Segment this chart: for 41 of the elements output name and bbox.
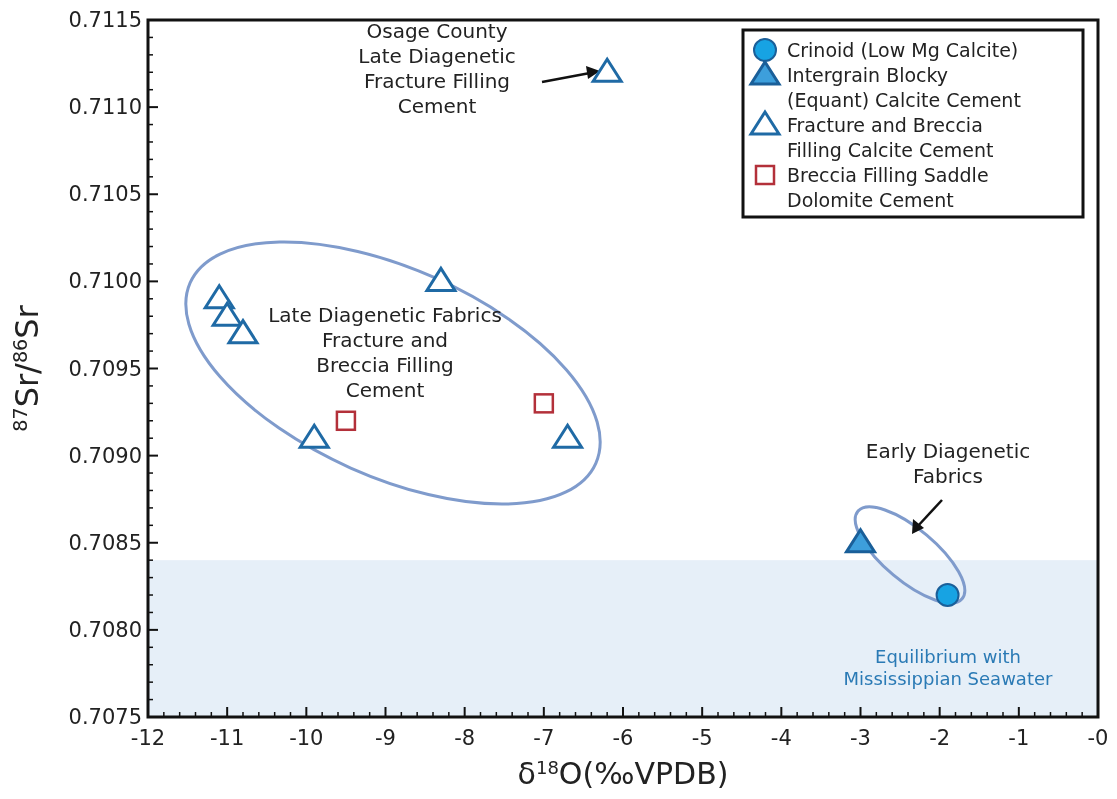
x-axis-title: δ$^{18}$O(‰VPDB) [517,756,729,791]
y-tick-label: 0.7100 [68,269,142,294]
annotation: Early Diagenetic Fabrics [865,439,1031,488]
x-tick-label: -1 [1008,726,1030,750]
y-tick-label: 0.7095 [68,356,142,381]
point [845,528,876,554]
band-label: Equilibrium with Mississippian Seawater [843,645,1054,689]
point [533,393,555,414]
y-tick-label: 0.7090 [68,443,142,468]
legend-label: Crinoid (Low Mg Calcite) [787,39,1019,61]
x-tick-label: -4 [770,726,792,750]
x-tick-label: -0 [1087,726,1109,750]
legend-label: Fracture and Breccia Filling Calcite Cement [787,114,994,161]
point [211,301,243,327]
point [591,57,623,83]
point [298,423,330,449]
point [335,410,357,432]
y-tick-label: 0.7080 [68,617,142,642]
x-tick-label: -9 [375,726,396,750]
x-tick-label: -5 [691,726,713,750]
x-tick-label: -6 [612,726,634,750]
annotation: Osage County Late Diagenetic Fracture Filling Cement [358,19,516,118]
x-tick-label: -3 [850,726,871,750]
x-tick-label: -2 [929,726,951,750]
x-tick-label: -12 [130,726,166,750]
point [425,266,457,292]
x-tick-label: -8 [454,726,476,750]
y-tick-label: 0.7110 [68,95,142,120]
annotation: Late Diagenetic Fabrics Fracture and Breccia Filling Cement [268,303,502,402]
point [227,319,259,345]
y-tick-label: 0.7075 [68,705,142,729]
point [552,423,584,449]
y-tick-label: 0.7105 [68,182,142,207]
x-tick-label: -7 [533,726,555,750]
point [935,583,960,608]
x-tick-label: -11 [210,726,245,750]
x-tick-label: -10 [289,726,324,750]
y-tick-label: 0.7115 [68,8,142,32]
legend-label: Breccia Filling Saddle Dolomite Cement [787,164,989,211]
y-tick-label: 0.7085 [68,530,142,555]
legend-label: Intergrain Blocky (Equant) Calcite Cement [787,64,1021,111]
